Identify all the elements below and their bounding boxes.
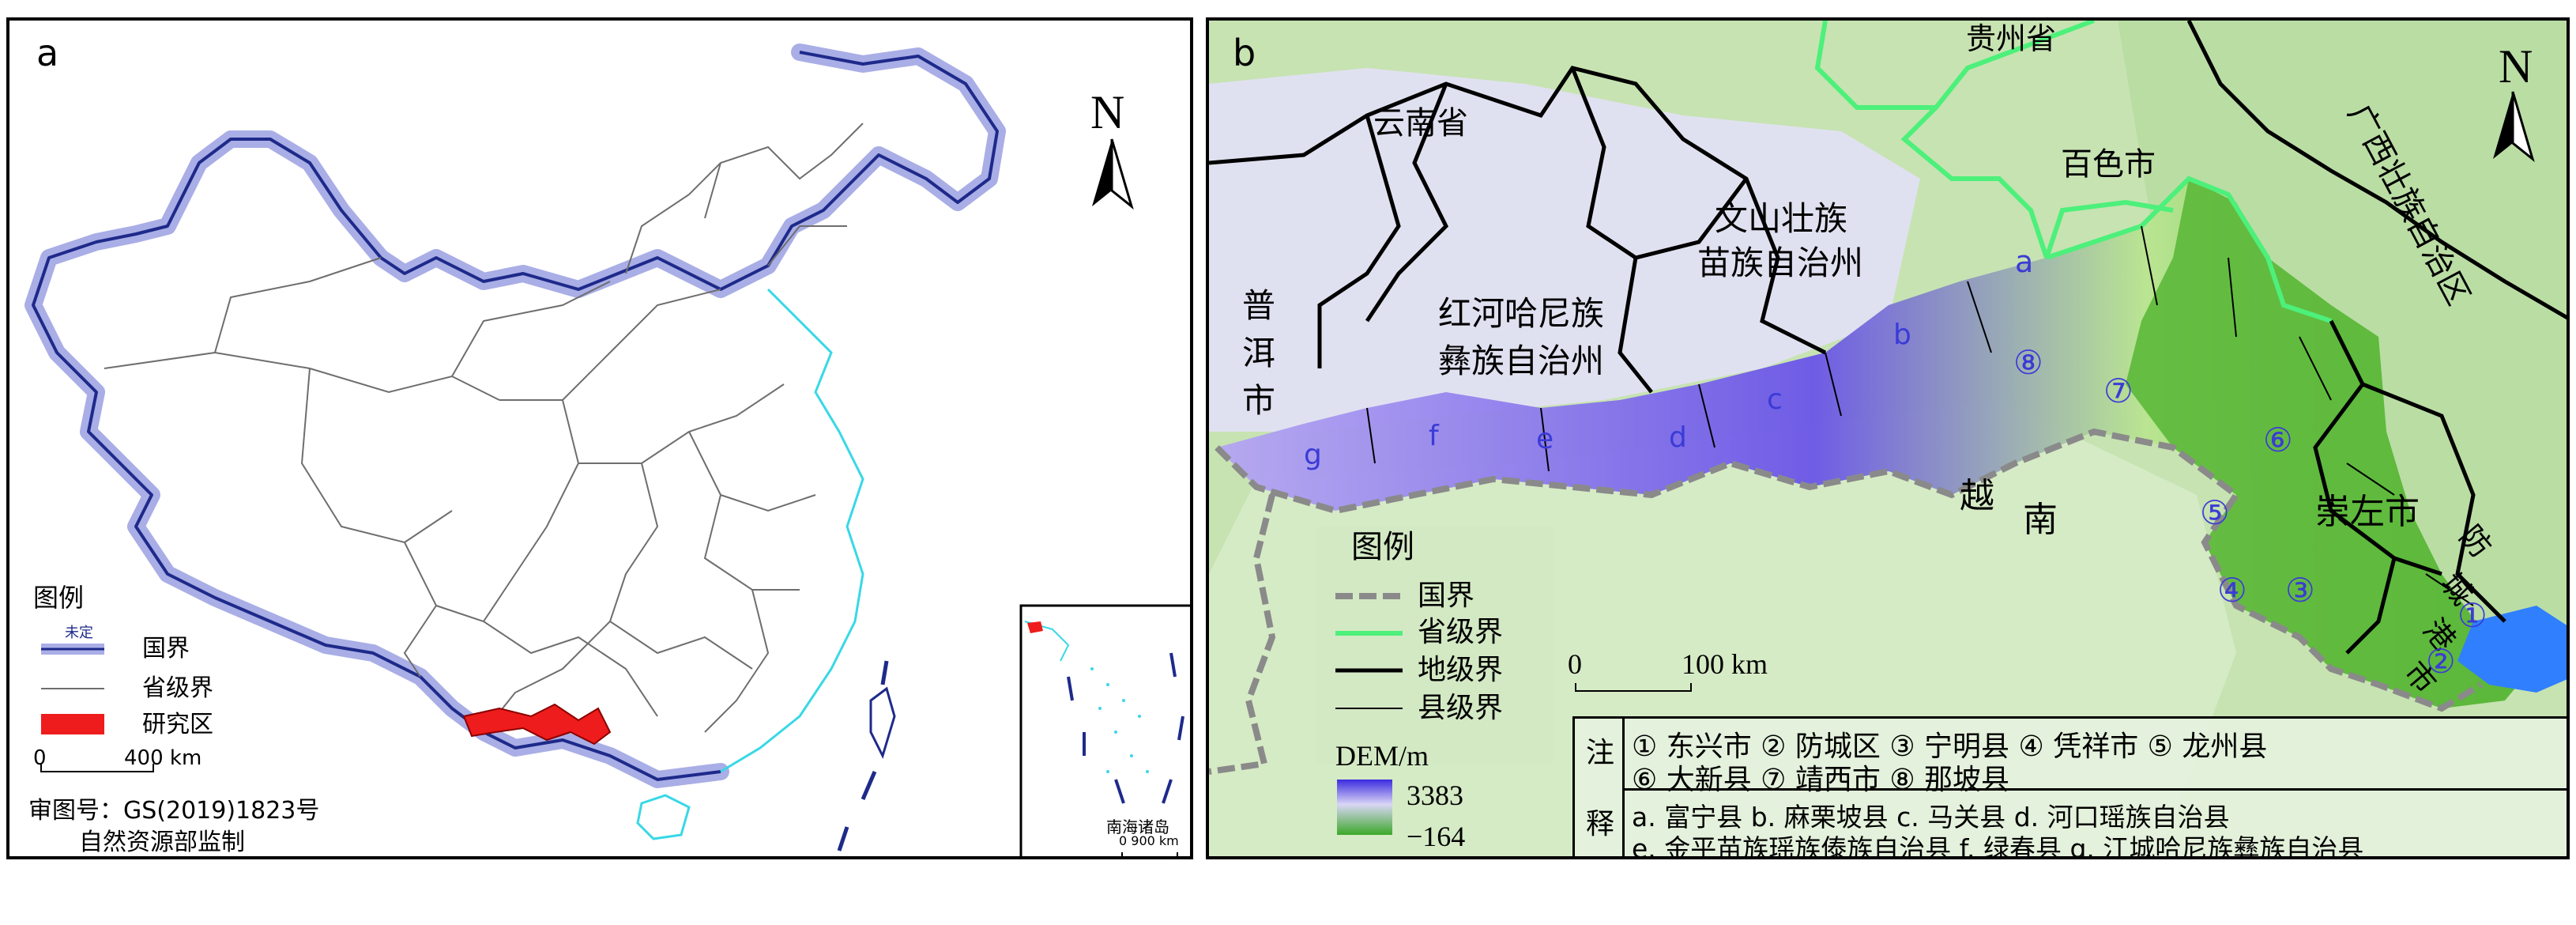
notes-row-guangxi-2: ⑥ 大新县 ⑦ 靖西市 ⑧ 那坡县 [1632,764,2010,796]
legend-title-a: 图例 [33,583,85,613]
china-overview-map-panel: a N 图例 未定 国界 省级界 研究区 0 400 km 审图号：GS(201… [6,17,1193,859]
map-approval-number: 审图号：GS(2019)1823号 [28,797,320,825]
county-number-1: ① [2457,596,2487,635]
legend-province-border-label: 省级界 [142,674,213,702]
label-vietnam-2: 南 [2023,500,2058,540]
legend-study-area-label: 研究区 [142,711,213,738]
county-number-5: ⑤ [2200,493,2230,532]
scale-start-a: 0 [33,746,47,770]
map-supervisor: 自然资源部监制 [79,829,245,856]
label-baise: 百色市 [2061,146,2156,183]
inset-title: 南海诸岛 [1106,817,1169,836]
label-vietnam-1: 越 [1960,476,1994,516]
notes-divider-horizontal [1622,788,2567,791]
label-wenshan-line2: 苗族自治州 [1697,244,1864,282]
coastline [720,288,864,773]
legend-national-border-label: 国界 [142,635,190,663]
county-number-8: ⑧ [2013,343,2043,382]
south-east-boundary-dashes [837,660,889,851]
county-number-2: ② [2426,642,2456,681]
china-map-svg [24,43,1190,856]
legend-dem-max: 3383 [1407,780,1463,811]
county-number-3: ③ [2285,571,2315,610]
legend-b-prefecture-border: 地级界 [1418,654,1504,686]
study-area-strip [462,703,612,746]
gulf-of-tonkin [2457,606,2567,693]
label-guizhou: 贵州省 [1966,21,2057,56]
china-national-border [32,51,999,781]
label-puer-2: 洱 [1242,334,1276,372]
panel-label-a: a [36,32,59,74]
legend-b-province-border: 省级界 [1418,616,1504,648]
inset-scale-label: 0 900 km [1119,833,1179,848]
legend-symbols-a [40,644,154,772]
county-label-e: e [1536,423,1554,455]
scale-end-a: 400 km [124,746,202,770]
county-label-f: f [1429,420,1439,452]
yunnan-highland-tone [1209,68,1920,432]
label-yunnan: 云南省 [1373,105,1468,142]
province-border-green [1814,21,2332,323]
county-number-6: ⑥ [2263,421,2293,459]
notes-row-yunnan-2: e. 金平苗族瑶族傣族自治县 f. 绿春县 g. 江城哈尼族彝族自治县 [1632,833,2364,859]
china-national-border-halo [24,43,1006,788]
county-number-7: ⑦ [2103,372,2133,410]
south-china-sea-inset-frame [1019,604,1190,856]
north-arrow-a [1092,138,1134,210]
prefecture-borders [1209,21,2567,655]
county-label-g: g [1304,439,1322,471]
notes-row-yunnan-1: a. 富宁县 b. 麻栗坡县 c. 马关县 d. 河口瑶族自治县 [1632,802,2230,832]
province-boundaries [104,123,864,733]
study-area-detail-map-panel: b N 贵州省 云南省 百色市 广西壮族自治区 文山壮族 苗族自治州 红河哈尼族… [1206,17,2570,859]
label-wenshan-line1: 文山壮族 [1715,199,1848,238]
legend-undefined-tag: 未定 [65,625,93,641]
label-honghe-line1: 红河哈尼族 [1438,294,1605,333]
hainan-island [636,794,691,840]
legend-dem-min: −164 [1407,821,1466,852]
inset-scale-bar [1121,852,1178,856]
county-label-a: a [2015,244,2034,279]
notes-row-guangxi-1: ① 东兴市 ② 防城区 ③ 宁明县 ④ 凭祥市 ⑤ 龙州县 [1632,731,2268,763]
notes-label-1: 注 [1586,737,1615,769]
label-puer-3: 市 [1242,381,1276,420]
legend-b-county-border: 县级界 [1418,692,1504,724]
county-borders [1366,225,2474,606]
notes-label-2: 释 [1586,808,1615,840]
scale-bar-b [1575,683,1692,692]
international-border [1209,428,2484,775]
label-chongzuo: 崇左市 [2315,492,2420,532]
taiwan-island [869,686,896,760]
inset-island-dashes [1067,652,1184,804]
legend-b-national-border: 国界 [1418,580,1475,612]
legend-title-b: 图例 [1351,529,1414,565]
inset-study-area [1027,621,1043,633]
north-label-b: N [2499,40,2533,92]
scale-start-b: 0 [1568,648,1582,680]
county-label-b: b [1893,319,1911,351]
north-label-a: N [1090,86,1125,138]
county-label-d: d [1669,421,1687,454]
legend-symbols-b [1316,527,1554,835]
label-puer-1: 普 [1242,286,1276,325]
inset-islands [1090,667,1149,773]
county-notes-table: 注 释 ① 东兴市 ② 防城区 ③ 宁明县 ④ 凭祥市 ⑤ 龙州县 ⑥ 大新县 … [1572,716,2567,859]
label-honghe-line2: 彝族自治州 [1438,342,1605,380]
north-arrow-b [2493,91,2535,163]
county-number-4: ④ [2217,571,2247,610]
legend-dem-title: DEM/m [1335,740,1429,772]
panel-label-b: b [1233,32,1256,74]
county-label-c: c [1767,383,1783,416]
guangxi-counties-fill [2126,179,2544,708]
notes-divider-vertical [1622,719,1625,856]
scale-end-b: 100 km [1682,648,1768,680]
